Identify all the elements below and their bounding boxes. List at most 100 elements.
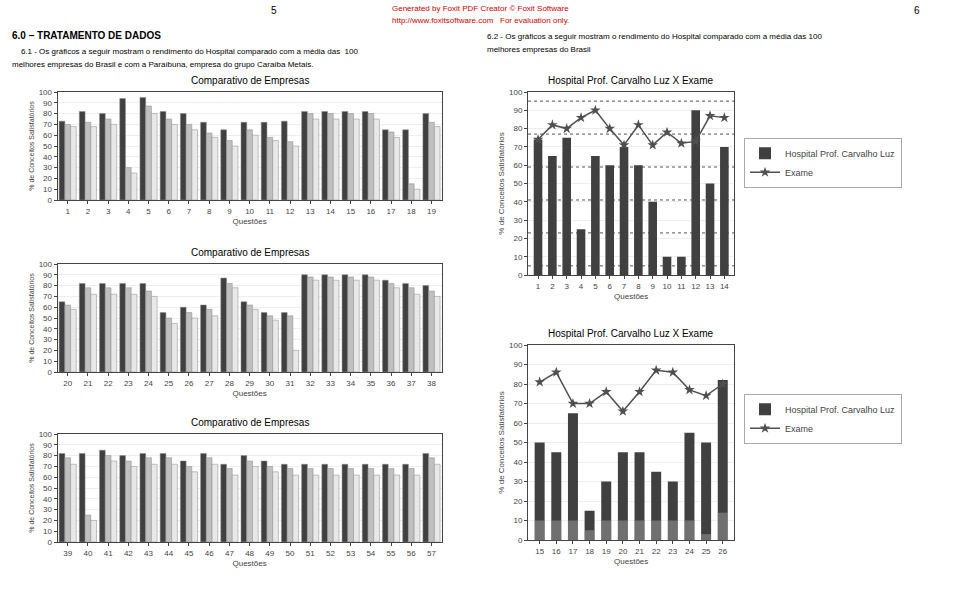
svg-text:Exame: Exame <box>785 168 813 178</box>
svg-text:44: 44 <box>164 549 173 558</box>
svg-text:Questões: Questões <box>614 292 648 301</box>
svg-text:Exame: Exame <box>785 424 813 434</box>
svg-text:3: 3 <box>106 207 111 216</box>
svg-text:15: 15 <box>346 207 355 216</box>
svg-text:30: 30 <box>265 379 274 388</box>
svg-text:30: 30 <box>43 505 52 514</box>
svg-text:90: 90 <box>43 99 52 108</box>
svg-text:6: 6 <box>167 207 172 216</box>
svg-text:19: 19 <box>427 207 436 216</box>
svg-text:80: 80 <box>513 124 522 133</box>
svg-text:Comparativo de Empresas: Comparativo de Empresas <box>191 417 309 428</box>
svg-text:10: 10 <box>513 253 522 262</box>
svg-text:0: 0 <box>48 196 53 205</box>
svg-text:16: 16 <box>366 207 375 216</box>
svg-text:70: 70 <box>43 462 52 471</box>
svg-text:17: 17 <box>387 207 396 216</box>
svg-text:49: 49 <box>265 549 274 558</box>
svg-text:12: 12 <box>691 282 700 291</box>
svg-text:28: 28 <box>225 379 234 388</box>
svg-text:39: 39 <box>63 549 72 558</box>
svg-text:100: 100 <box>39 88 53 97</box>
svg-text:30: 30 <box>43 163 52 172</box>
svg-text:100: 100 <box>39 260 53 269</box>
svg-text:40: 40 <box>43 325 52 334</box>
svg-text:7: 7 <box>622 282 627 291</box>
svg-text:melhores empresas do Brasil: melhores empresas do Brasil <box>487 45 591 54</box>
svg-text:24: 24 <box>685 547 694 556</box>
svg-text:http://www.foxitsoftware.com: http://www.foxitsoftware.com For evaluat… <box>392 16 569 25</box>
svg-text:90: 90 <box>43 441 52 450</box>
svg-text:60: 60 <box>43 473 52 482</box>
svg-text:70: 70 <box>43 120 52 129</box>
svg-text:100: 100 <box>509 88 523 97</box>
svg-text:Generated by Foxit PDF Creator: Generated by Foxit PDF Creator © Foxit S… <box>392 4 569 13</box>
svg-text:23: 23 <box>668 547 677 556</box>
svg-text:9: 9 <box>227 207 232 216</box>
svg-text:20: 20 <box>618 547 627 556</box>
svg-text:33: 33 <box>326 379 335 388</box>
svg-text:7: 7 <box>187 207 192 216</box>
svg-text:20: 20 <box>513 497 522 506</box>
svg-text:26: 26 <box>718 547 727 556</box>
svg-text:22: 22 <box>104 379 113 388</box>
svg-text:24: 24 <box>144 379 153 388</box>
svg-text:29: 29 <box>245 379 254 388</box>
svg-text:6: 6 <box>914 5 920 16</box>
svg-text:5: 5 <box>593 282 598 291</box>
svg-text:80: 80 <box>513 380 522 389</box>
svg-text:50: 50 <box>43 142 52 151</box>
svg-text:40: 40 <box>83 549 92 558</box>
svg-text:6.1 - Os gráficos a seguir mos: 6.1 - Os gráficos a seguir mostram o ren… <box>12 47 358 56</box>
svg-text:40: 40 <box>43 153 52 162</box>
svg-text:45: 45 <box>185 549 194 558</box>
svg-text:18: 18 <box>407 207 416 216</box>
svg-text:Comparativo de Empresas: Comparativo de Empresas <box>191 247 309 258</box>
svg-text:melhores empresas do Brasil e: melhores empresas do Brasil e com a Para… <box>12 60 313 69</box>
svg-text:20: 20 <box>43 516 52 525</box>
svg-text:80: 80 <box>43 451 52 460</box>
svg-text:3: 3 <box>564 282 569 291</box>
svg-text:37: 37 <box>407 379 416 388</box>
svg-text:1: 1 <box>65 207 70 216</box>
svg-text:60: 60 <box>43 303 52 312</box>
svg-text:6: 6 <box>607 282 612 291</box>
svg-text:30: 30 <box>513 216 522 225</box>
svg-text:30: 30 <box>513 477 522 486</box>
svg-text:38: 38 <box>427 379 436 388</box>
svg-text:23: 23 <box>124 379 133 388</box>
svg-text:0: 0 <box>518 536 523 545</box>
svg-text:Questões: Questões <box>614 557 648 566</box>
svg-text:50: 50 <box>43 314 52 323</box>
svg-text:% de Conceitos Satisfatórios: % de Conceitos Satisfatórios <box>497 391 506 493</box>
svg-text:90: 90 <box>43 271 52 280</box>
svg-text:40: 40 <box>513 198 522 207</box>
svg-text:48: 48 <box>245 549 254 558</box>
svg-text:70: 70 <box>513 399 522 408</box>
svg-text:34: 34 <box>346 379 355 388</box>
svg-text:41: 41 <box>104 549 113 558</box>
svg-text:21: 21 <box>83 379 92 388</box>
svg-text:100: 100 <box>39 430 53 439</box>
svg-text:Hospital Prof. Carvalho Luz: Hospital Prof. Carvalho Luz <box>785 149 895 159</box>
svg-text:56: 56 <box>407 549 416 558</box>
svg-text:40: 40 <box>513 458 522 467</box>
svg-text:10: 10 <box>245 207 254 216</box>
svg-text:15: 15 <box>535 547 544 556</box>
svg-text:20: 20 <box>43 346 52 355</box>
svg-text:Questões: Questões <box>232 389 266 398</box>
svg-text:10: 10 <box>43 357 52 366</box>
svg-text:4: 4 <box>126 207 131 216</box>
svg-text:0: 0 <box>518 271 523 280</box>
svg-text:90: 90 <box>513 360 522 369</box>
svg-text:2: 2 <box>86 207 91 216</box>
svg-text:Comparativo de Empresas: Comparativo de Empresas <box>191 75 309 86</box>
svg-text:22: 22 <box>652 547 661 556</box>
svg-text:60: 60 <box>513 419 522 428</box>
svg-text:8: 8 <box>636 282 641 291</box>
svg-text:27: 27 <box>205 379 214 388</box>
svg-text:52: 52 <box>326 549 335 558</box>
svg-text:36: 36 <box>387 379 396 388</box>
svg-text:14: 14 <box>326 207 335 216</box>
svg-text:Hospital Prof. Carvalho Luz X: Hospital Prof. Carvalho Luz X Exame <box>548 328 714 339</box>
